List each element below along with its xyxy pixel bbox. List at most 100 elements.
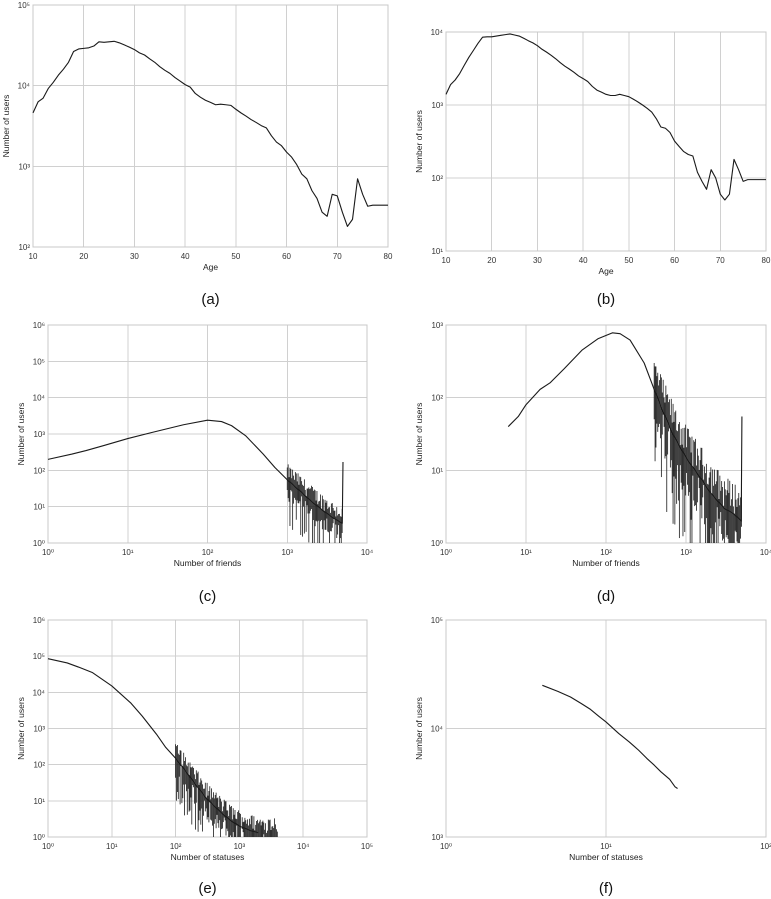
plot-frame	[445, 324, 767, 544]
y-tick-label: 10⁵	[431, 616, 443, 625]
x-tick-label: 30	[533, 256, 542, 265]
y-tick-label: 10⁰	[33, 539, 45, 548]
y-tick-label: 10¹	[33, 503, 45, 512]
x-tick-label: 20	[487, 256, 496, 265]
y-tick-label: 10²	[431, 174, 443, 183]
x-tick-label: 10¹	[600, 842, 612, 851]
series-line	[47, 419, 344, 524]
y-axis-label: Number of users	[414, 403, 424, 466]
y-tick-label: 10²	[33, 761, 45, 770]
chart-panel-6: 10⁰ 10¹ 10² 10³ 10⁴ 10⁵ Number of statuses Numb…	[414, 616, 771, 897]
y-axis-label: Number of users	[16, 697, 26, 760]
plot-frame	[445, 619, 767, 838]
y-tick-label: 10⁴	[18, 82, 31, 91]
x-axis-label: Age	[203, 262, 218, 272]
x-axis-label: Age	[598, 266, 613, 276]
y-tick-label: 10³	[33, 430, 45, 439]
x-tick-label: 60	[282, 252, 291, 261]
y-tick-label: 10³	[431, 321, 443, 330]
x-tick-label: 10	[29, 252, 38, 261]
chart-panel-3: 10⁰ 10¹ 10² 10³ 10⁴ 10⁰ 10¹ 10² 10³ 10⁴ 10⁵ 10⁶ Numb…	[16, 321, 374, 605]
y-axis-label: Number of users	[1, 95, 11, 158]
x-tick-label: 60	[670, 256, 679, 265]
y-axis-label: Number of users	[414, 697, 424, 760]
x-tick-label: 10³	[281, 548, 293, 557]
x-tick-label: 50	[231, 252, 240, 261]
x-tick-label: 10¹	[106, 842, 118, 851]
y-tick-label: 10⁴	[431, 725, 444, 734]
x-tick-label: 80	[384, 252, 393, 261]
y-tick-label: 10²	[18, 243, 30, 252]
y-tick-label: 10²	[431, 394, 443, 403]
y-tick-label: 10⁵	[33, 357, 45, 366]
y-tick-label: 10⁴	[33, 394, 46, 403]
x-tick-label: 80	[762, 256, 771, 265]
y-tick-label: 10³	[33, 725, 45, 734]
x-tick-label: 30	[130, 252, 139, 261]
panel-caption: (d)	[597, 588, 615, 605]
x-tick-label: 10²	[202, 548, 214, 557]
x-tick-label: 10²	[170, 842, 182, 851]
y-tick-label: 10¹	[431, 247, 443, 256]
x-tick-label: 10³	[234, 842, 246, 851]
x-tick-label: 10⁰	[42, 548, 54, 557]
chart-panel-2: 10 20 30 40 50 60 70 80 10¹ 10² 10³ 10⁴ Age Number of…	[414, 28, 771, 308]
x-axis-label: Number of friends	[174, 558, 242, 568]
panel-caption: (a)	[201, 291, 219, 308]
y-tick-label: 10⁶	[33, 321, 45, 330]
x-tick-label: 10⁴	[297, 842, 310, 851]
plot-frame	[47, 619, 368, 838]
x-tick-label: 10²	[600, 548, 612, 557]
y-tick-label: 10²	[33, 466, 45, 475]
panel-caption: (c)	[199, 588, 217, 605]
series-line	[507, 332, 743, 522]
y-tick-label: 10⁶	[33, 616, 45, 625]
series-line	[445, 33, 766, 201]
y-tick-label: 10⁰	[431, 539, 443, 548]
y-tick-label: 10¹	[431, 466, 443, 475]
y-tick-label: 10³	[431, 101, 443, 110]
x-tick-label: 50	[624, 256, 633, 265]
x-tick-label: 10¹	[520, 548, 532, 557]
y-tick-label: 10¹	[33, 797, 45, 806]
y-tick-label: 10⁴	[431, 28, 444, 37]
x-tick-label: 10⁵	[361, 842, 373, 851]
plot-frame	[32, 4, 389, 248]
panel-caption: (b)	[597, 291, 615, 308]
series-line	[47, 658, 259, 834]
y-tick-label: 10⁵	[18, 1, 30, 10]
y-tick-label: 10⁴	[33, 688, 46, 697]
plot-frame	[445, 31, 767, 252]
x-tick-label: 10³	[680, 548, 692, 557]
x-tick-label: 70	[716, 256, 725, 265]
y-axis-label: Number of users	[16, 403, 26, 466]
chart-panel-1: 10 20 30 40 50 60 70 80 10² 10³ 10⁴ 10⁵ Age Number of…	[1, 1, 393, 308]
y-tick-label: 10⁵	[33, 652, 45, 661]
panel-caption: (e)	[198, 880, 216, 897]
x-tick-label: 70	[333, 252, 342, 261]
panel-caption: (f)	[599, 880, 613, 897]
plot-frame	[47, 324, 368, 544]
series-line	[542, 684, 678, 789]
x-tick-label: 10⁴	[760, 548, 771, 557]
y-tick-label: 10⁰	[33, 833, 45, 842]
y-tick-label: 10³	[18, 162, 30, 171]
chart-panel-5: 10⁰ 10¹ 10² 10³ 10⁴ 10⁵ 10⁰ 10¹ 10² 10³ 10⁴ 10⁵ 10⁶ N…	[16, 616, 373, 897]
x-tick-label: 40	[181, 252, 190, 261]
y-axis-label: Number of users	[414, 110, 424, 173]
x-tick-label: 10⁰	[440, 548, 452, 557]
x-tick-label: 10²	[760, 842, 771, 851]
x-tick-label: 10⁰	[42, 842, 54, 851]
x-tick-label: 10⁴	[361, 548, 374, 557]
y-tick-label: 10³	[431, 833, 443, 842]
x-axis-label: Number of friends	[572, 558, 640, 568]
x-tick-label: 10	[442, 256, 451, 265]
x-tick-label: 40	[579, 256, 588, 265]
x-tick-label: 10⁰	[440, 842, 452, 851]
x-tick-label: 10¹	[122, 548, 134, 557]
x-tick-label: 20	[79, 252, 88, 261]
chart-panel-4: 10⁰ 10¹ 10² 10³ 10⁴ 10⁰ 10¹ 10² 10³ Number of fri…	[414, 321, 771, 605]
x-axis-label: Number of statuses	[569, 852, 643, 862]
x-axis-label: Number of statuses	[171, 852, 245, 862]
